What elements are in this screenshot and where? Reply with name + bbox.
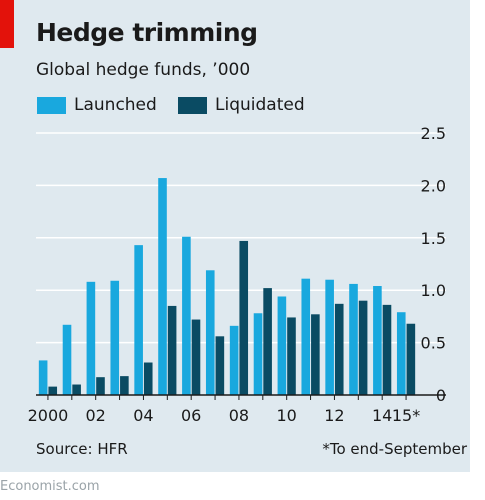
- legend-label-liquidated: Liquidated: [215, 95, 305, 115]
- x-tick-label: 14: [372, 406, 392, 425]
- x-tick-label: 12: [324, 406, 344, 425]
- bar-launched-2014: [373, 286, 382, 395]
- footnote: *To end-September: [322, 440, 467, 458]
- bar-launched-2000: [38, 360, 48, 395]
- source-note: Source: HFR: [36, 440, 128, 458]
- x-tick-label: 08: [229, 406, 249, 425]
- bar-liquidated-2006: [191, 319, 201, 395]
- bar-liquidated-2013: [358, 300, 368, 395]
- credit: Economist.com: [0, 479, 100, 494]
- x-tick-label: 06: [181, 406, 201, 425]
- bar-launched-2015: [396, 312, 406, 395]
- bar-launched-2004: [134, 245, 143, 395]
- legend-swatch-liquidated: [178, 96, 207, 114]
- bar-liquidated-2010: [287, 317, 296, 395]
- bar-liquidated-2015: [406, 323, 416, 395]
- legend-label-launched: Launched: [74, 95, 157, 115]
- x-tick-label: 02: [86, 406, 106, 425]
- bar-launched-2009: [253, 313, 263, 395]
- x-tick-label: 10: [277, 406, 297, 425]
- legend-swatch-launched: [37, 96, 66, 114]
- bar-liquidated-2004: [143, 362, 153, 395]
- bar-liquidated-2000: [48, 386, 58, 395]
- bar-launched-2007: [205, 270, 215, 395]
- y-tick-label: 2.0: [421, 176, 446, 195]
- y-tick-label: 0.5: [421, 334, 446, 353]
- bar-launched-2002: [86, 281, 96, 395]
- y-tick-label: 2.5: [421, 124, 446, 143]
- y-tick-label: 1.5: [421, 229, 446, 248]
- chart-title: Hedge trimming: [36, 18, 258, 47]
- bar-liquidated-2002: [96, 377, 105, 395]
- x-tick-label: 15*: [392, 406, 420, 425]
- bar-liquidated-2014: [382, 304, 392, 395]
- bar-liquidated-2005: [167, 305, 177, 395]
- chart-subtitle: Global hedge funds, ’000: [36, 60, 251, 80]
- bar-liquidated-2011: [311, 314, 320, 395]
- bar-liquidated-2001: [72, 384, 81, 395]
- x-tick-label: 2000: [28, 406, 69, 425]
- bar-launched-2003: [110, 280, 120, 395]
- bar-launched-2008: [229, 325, 239, 395]
- bar-launched-2013: [349, 283, 358, 395]
- y-tick-label: 1.0: [421, 281, 446, 300]
- bar-launched-2006: [182, 236, 191, 395]
- bar-launched-2012: [325, 279, 334, 395]
- bar-launched-2011: [301, 278, 311, 395]
- x-tick-label: 04: [133, 406, 153, 425]
- bar-liquidated-2008: [239, 240, 249, 395]
- legend-item-liquidated: Liquidated: [178, 95, 305, 115]
- brand-red-tab: [0, 0, 14, 48]
- bar-launched-2001: [62, 324, 72, 395]
- bar-liquidated-2012: [334, 303, 344, 395]
- bar-launched-2010: [277, 296, 287, 395]
- bar-liquidated-2009: [263, 288, 272, 395]
- bar-liquidated-2007: [215, 336, 225, 395]
- bar-launched-2005: [158, 178, 167, 395]
- bar-liquidated-2003: [120, 376, 129, 395]
- legend-item-launched: Launched: [37, 95, 157, 115]
